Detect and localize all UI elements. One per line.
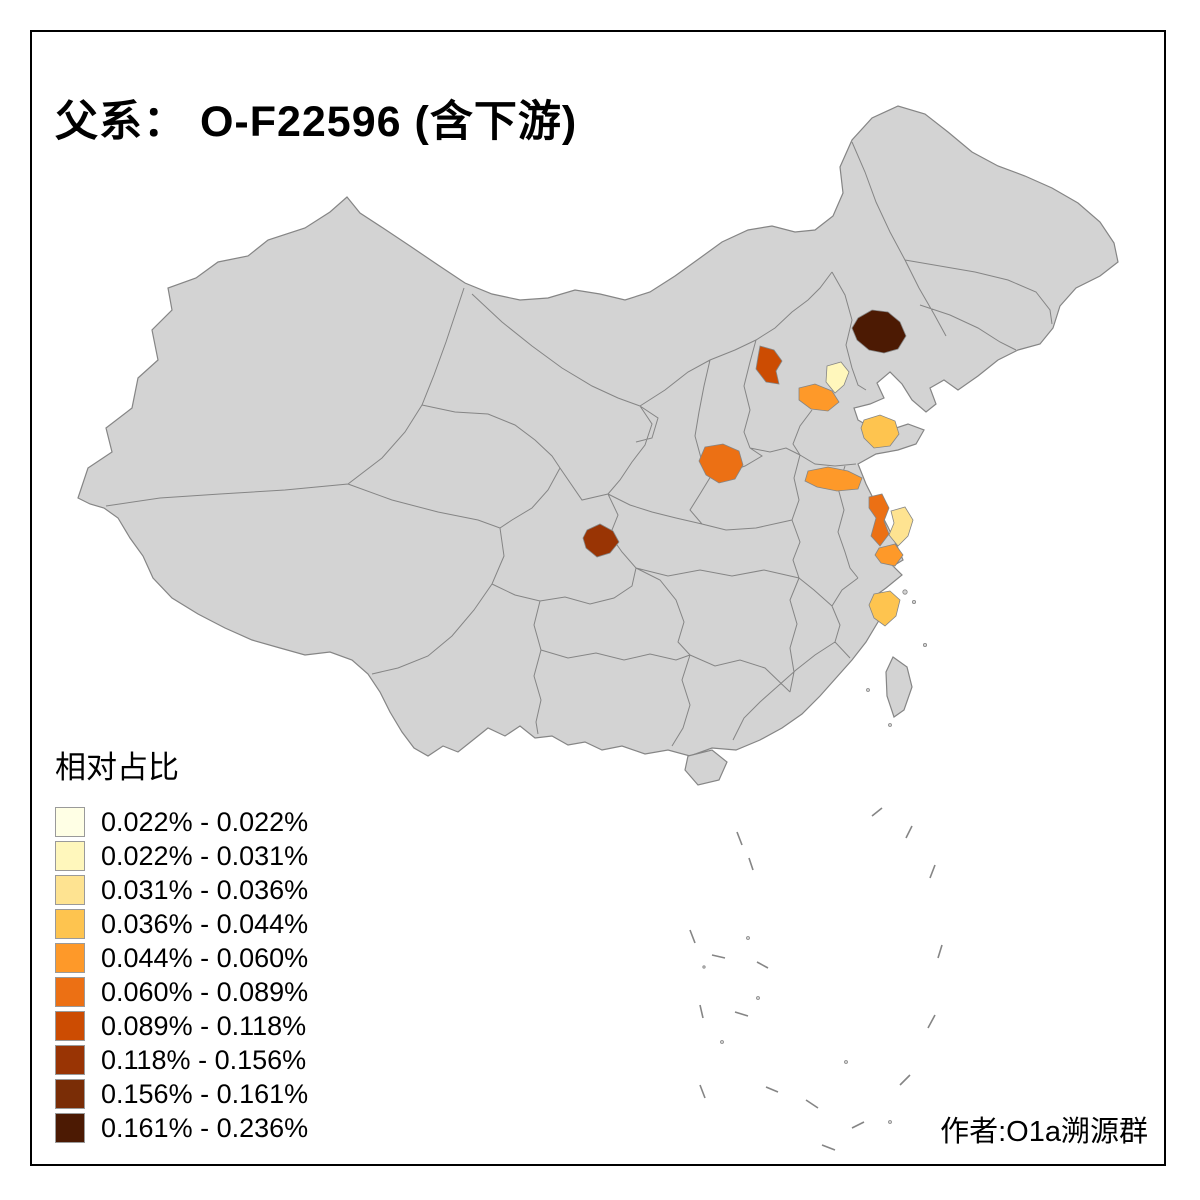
province-borders xyxy=(105,141,1053,747)
legend-swatch xyxy=(55,1011,85,1041)
choropleth-region-northeast-liaoning xyxy=(851,309,907,354)
legend-row: 0.089% - 0.118% xyxy=(55,1011,308,1041)
legend-swatch xyxy=(55,841,85,871)
legend-swatch xyxy=(55,875,85,905)
legend-swatch xyxy=(55,943,85,973)
legend-row: 0.060% - 0.089% xyxy=(55,977,308,1007)
legend-label: 0.161% - 0.236% xyxy=(101,1112,309,1143)
taiwan-island xyxy=(885,656,913,718)
choropleth-region-jiangsu-coastal xyxy=(888,506,914,547)
legend-row: 0.036% - 0.044% xyxy=(55,909,308,939)
choropleth-region-sichuan-basin xyxy=(582,523,620,558)
legend-label: 0.022% - 0.031% xyxy=(101,840,309,871)
legend-swatch xyxy=(55,1079,85,1109)
choropleth-region-beijing-tianjin xyxy=(825,361,850,394)
highlighted-regions-layer xyxy=(582,309,914,627)
legend-row: 0.031% - 0.036% xyxy=(55,875,308,905)
hainan-island xyxy=(684,749,728,786)
choropleth-region-shanghai-area xyxy=(874,543,904,567)
choropleth-region-jiangsu-north-strip xyxy=(804,466,863,492)
legend-label: 0.044% - 0.060% xyxy=(101,942,309,973)
south-china-sea-dashes xyxy=(689,807,943,1151)
legend-swatch xyxy=(55,1113,85,1143)
legend-swatch xyxy=(55,1045,85,1075)
legend-swatch xyxy=(55,977,85,1007)
choropleth-region-shandong-peninsula xyxy=(860,414,900,449)
legend-label: 0.156% - 0.161% xyxy=(101,1078,309,1109)
legend: 相对占比 0.022% - 0.022% 0.022% - 0.031% 0.031… xyxy=(55,742,308,1147)
legend-label: 0.031% - 0.036% xyxy=(101,874,309,905)
legend-rows: 0.022% - 0.022% 0.022% - 0.031% 0.031% - 0… xyxy=(55,807,308,1143)
choropleth-region-shandong-northwest xyxy=(798,383,840,412)
legend-row: 0.044% - 0.060% xyxy=(55,943,308,973)
legend-swatch xyxy=(55,807,85,837)
china-mainland-outline xyxy=(77,105,1119,757)
legend-row: 0.022% - 0.022% xyxy=(55,807,308,837)
legend-swatch xyxy=(55,909,85,939)
legend-label: 0.036% - 0.044% xyxy=(101,908,309,939)
map-title: 父系： O-F22596 (含下游) xyxy=(55,97,578,146)
choropleth-region-hebei-north xyxy=(755,345,783,385)
choropleth-region-zhejiang-coastal xyxy=(868,590,901,627)
legend-label: 0.060% - 0.089% xyxy=(101,976,309,1007)
legend-label: 0.022% - 0.022% xyxy=(101,806,309,837)
legend-label: 0.089% - 0.118% xyxy=(101,1010,307,1041)
legend-label: 0.118% - 0.156% xyxy=(101,1044,307,1075)
coastal-islets xyxy=(702,589,928,1124)
choropleth-region-jiangsu-middle xyxy=(868,493,890,547)
legend-row: 0.156% - 0.161% xyxy=(55,1079,308,1109)
legend-title: 相对占比 xyxy=(55,750,179,785)
legend-row: 0.022% - 0.031% xyxy=(55,841,308,871)
legend-row: 0.161% - 0.236% xyxy=(55,1113,308,1143)
choropleth-region-shanxi-south xyxy=(698,443,744,484)
author-credit: 作者:O1a溯源群 xyxy=(940,1116,1148,1148)
legend-row: 0.118% - 0.156% xyxy=(55,1045,308,1075)
